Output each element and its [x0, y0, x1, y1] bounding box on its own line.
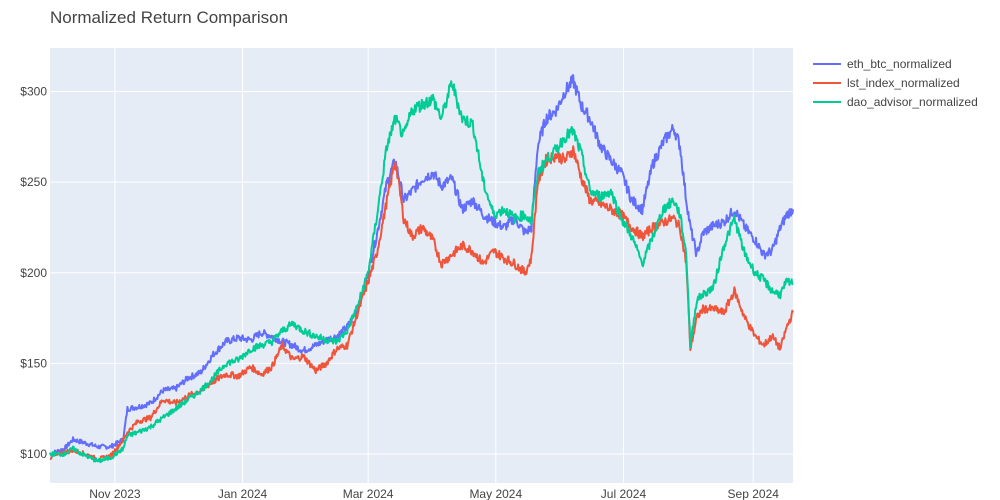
x-tick-label: Nov 2023: [89, 487, 141, 500]
x-tick-label: Jan 2024: [218, 487, 268, 500]
chart-title: Normalized Return Comparison: [50, 8, 289, 27]
legend-label: eth_btc_normalized: [847, 57, 952, 71]
series-line-lst_index_normalized: [49, 145, 794, 462]
y-tick-label: $300: [20, 85, 47, 99]
y-tick-label: $100: [20, 447, 47, 461]
legend-item-lst_index_normalized[interactable]: lst_index_normalized: [813, 76, 960, 90]
y-tick-label: $250: [20, 175, 47, 189]
series-lines: [49, 74, 794, 464]
legend-label: lst_index_normalized: [847, 76, 960, 90]
x-tick-label: Sep 2024: [728, 487, 780, 500]
legend-item-dao_advisor_normalized[interactable]: dao_advisor_normalized: [813, 95, 978, 109]
legend-item-eth_btc_normalized[interactable]: eth_btc_normalized: [813, 57, 952, 71]
series-line-dao_advisor_normalized: [49, 80, 794, 464]
axis-labels: $100 $150 $200 $250 $300 Nov 2023 Jan 2024 Mar …: [20, 85, 779, 500]
legend[interactable]: eth_btc_normalized lst_index_normalizedda…: [813, 57, 978, 109]
x-tick-label: May 2024: [469, 487, 522, 500]
x-tick-label: Jul 2024: [601, 487, 647, 500]
series-line-eth_btc_normalized: [49, 74, 794, 457]
y-tick-label: $150: [20, 356, 47, 370]
legend-label: dao_advisor_normalized: [847, 95, 978, 109]
grid-lines: [50, 48, 793, 483]
x-tick-label: Mar 2024: [343, 487, 394, 500]
y-tick-label: $200: [20, 266, 47, 280]
